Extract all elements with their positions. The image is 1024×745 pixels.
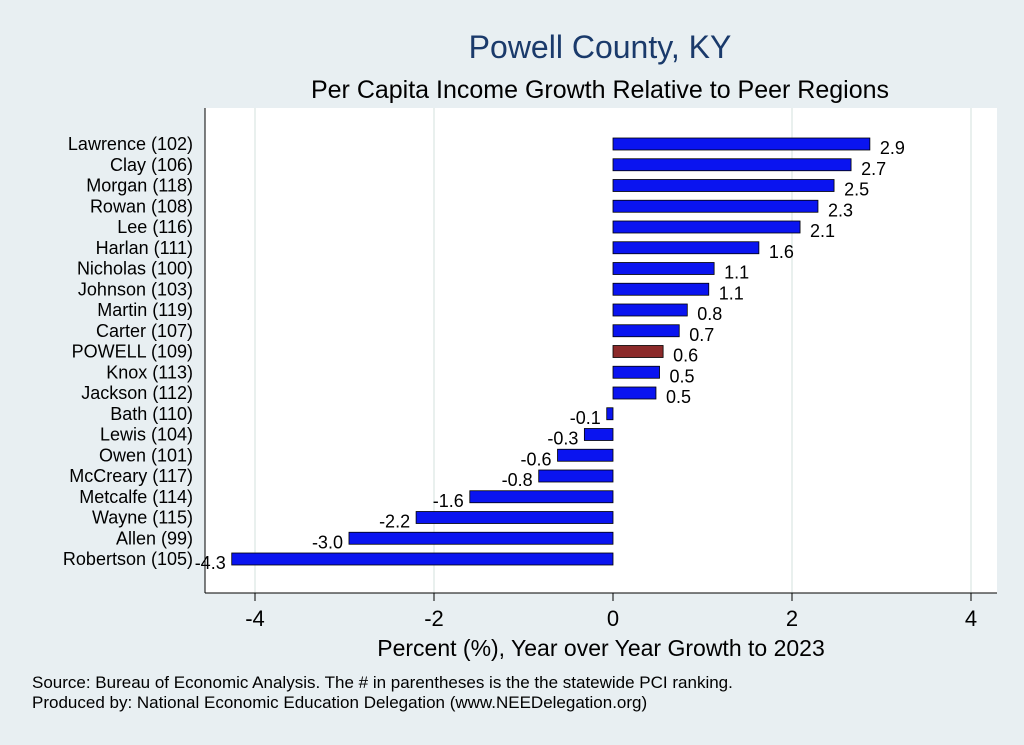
category-label: Johnson (103) xyxy=(78,279,193,299)
produced-by-note: Produced by: National Economic Education… xyxy=(32,693,648,712)
bars: Lawrence (102) 2.9 Clay (106) 2.7 Morgan (11… xyxy=(63,134,905,573)
bar xyxy=(415,511,614,524)
bar xyxy=(606,407,614,421)
bar xyxy=(612,282,710,296)
value-label: -0.6 xyxy=(520,449,551,469)
bar xyxy=(583,428,614,441)
category-label: McCreary (117) xyxy=(69,466,193,486)
value-label: -3.0 xyxy=(312,532,343,552)
bar xyxy=(612,220,801,234)
x-tick-label: 2 xyxy=(786,606,798,631)
value-label: 1.1 xyxy=(724,263,749,283)
value-label: -0.1 xyxy=(570,408,601,428)
x-tick-label: 4 xyxy=(965,606,977,631)
bar xyxy=(469,490,614,504)
bar xyxy=(348,531,614,545)
bar xyxy=(231,552,614,566)
value-label: 2.3 xyxy=(828,200,853,220)
category-label: Lewis (104) xyxy=(100,425,193,445)
category-label: POWELL (109) xyxy=(72,342,193,362)
bar xyxy=(612,303,688,317)
bar xyxy=(612,386,657,400)
value-label: 1.6 xyxy=(769,242,794,262)
category-label: Robertson (105) xyxy=(63,549,193,569)
value-label: 2.1 xyxy=(810,221,835,241)
value-label: -2.2 xyxy=(379,512,410,532)
bar xyxy=(612,158,852,172)
category-label: Allen (99) xyxy=(116,528,193,548)
axes: -4 -2 0 2 4 xyxy=(204,108,997,631)
category-label: Owen (101) xyxy=(99,445,193,465)
x-tick-label: 0 xyxy=(607,606,619,631)
category-label: Bath (110) xyxy=(110,404,193,424)
bar xyxy=(612,365,660,379)
value-label: 0.6 xyxy=(673,346,698,366)
category-label: Metcalfe (114) xyxy=(79,487,193,507)
category-label: Lawrence (102) xyxy=(68,134,193,154)
chart-subtitle: Per Capita Income Growth Relative to Pee… xyxy=(311,76,889,104)
value-label: -0.3 xyxy=(547,429,578,449)
value-label: 0.8 xyxy=(697,304,722,324)
bar xyxy=(612,345,664,358)
value-label: 1.1 xyxy=(719,283,744,303)
bar xyxy=(612,137,871,151)
bar xyxy=(612,262,715,275)
category-label: Clay (106) xyxy=(110,155,193,175)
category-label: Nicholas (100) xyxy=(77,259,193,279)
category-label: Knox (113) xyxy=(106,362,193,382)
x-axis-title: Percent (%), Year over Year Growth to 20… xyxy=(377,635,825,661)
value-label: -0.8 xyxy=(502,470,533,490)
x-tick-label: -2 xyxy=(424,606,444,631)
category-label: Morgan (118) xyxy=(86,176,193,196)
chart-title: Powell County, KY xyxy=(469,29,732,65)
value-label: 0.7 xyxy=(689,325,714,345)
value-label: -4.3 xyxy=(195,553,226,573)
value-label: 0.5 xyxy=(666,387,691,407)
value-label: 2.9 xyxy=(880,138,905,158)
category-label: Martin (119) xyxy=(97,300,193,320)
bar xyxy=(612,199,819,213)
category-label: Carter (107) xyxy=(96,321,193,341)
category-label: Lee (116) xyxy=(117,217,193,237)
bar xyxy=(612,241,760,255)
category-label: Wayne (115) xyxy=(92,508,193,528)
source-note: Source: Bureau of Economic Analysis. The… xyxy=(32,673,733,692)
value-label: -1.6 xyxy=(433,491,464,511)
category-label: Jackson (112) xyxy=(81,383,193,403)
bar xyxy=(557,448,614,462)
value-label: 2.5 xyxy=(844,180,869,200)
bar xyxy=(538,469,614,483)
x-tick-label: -4 xyxy=(245,606,265,631)
category-label: Harlan (111) xyxy=(96,238,193,258)
bar xyxy=(612,179,835,192)
bar xyxy=(612,324,680,338)
value-label: 2.7 xyxy=(861,159,886,179)
value-label: 0.5 xyxy=(670,366,695,386)
category-label: Rowan (108) xyxy=(90,196,193,216)
